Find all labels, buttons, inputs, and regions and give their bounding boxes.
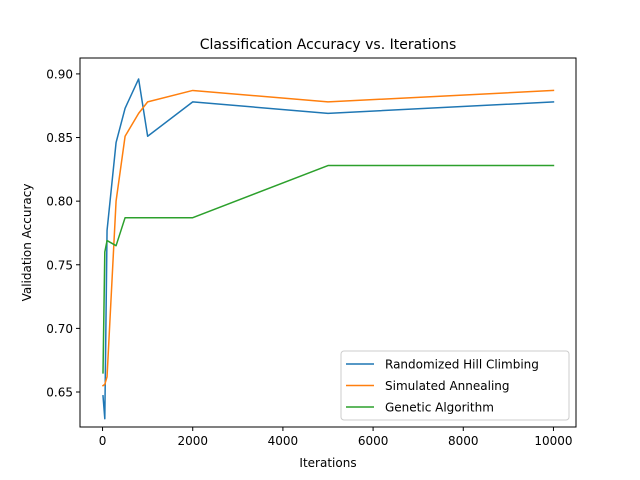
series-line-3 — [102, 164, 555, 374]
y-tick-label: 0.90 — [46, 67, 73, 81]
y-axis-label: Validation Accuracy — [20, 184, 34, 302]
legend-box — [340, 350, 570, 421]
plot-frame — [79, 57, 577, 428]
series-line-1 — [102, 78, 555, 420]
x-tick-label: 0 — [99, 434, 107, 448]
legend-label: Randomized Hill Climbing — [385, 358, 539, 372]
x-tick-label: 4000 — [268, 434, 299, 448]
x-tick-label: 2000 — [177, 434, 208, 448]
y-tick-label: 0.75 — [46, 258, 73, 272]
y-tick-label: 0.70 — [46, 322, 73, 336]
x-tick-label: 6000 — [358, 434, 389, 448]
legend: Randomized Hill Climbing Simulated Anneal… — [340, 350, 570, 421]
x-axis-label: Iterations — [299, 456, 356, 470]
y-tick-label: 0.80 — [46, 195, 73, 209]
y-tick-label: 0.85 — [46, 131, 73, 145]
x-tick-label: 10000 — [534, 434, 572, 448]
y-tick-label: 0.65 — [46, 386, 73, 400]
plot-lines — [101, 78, 555, 420]
legend-label: Simulated Annealing — [385, 379, 510, 393]
legend-label: Genetic Algorithm — [385, 401, 494, 415]
x-tick-label: 8000 — [448, 434, 479, 448]
x-axis-ticks: 0 2000 4000 6000 8000 10000 — [99, 427, 573, 448]
y-axis-ticks: 0.65 0.70 0.75 0.80 0.85 0.90 — [46, 67, 80, 400]
series-line-2 — [101, 89, 555, 387]
chart-title: Classification Accuracy vs. Iterations — [200, 37, 457, 53]
